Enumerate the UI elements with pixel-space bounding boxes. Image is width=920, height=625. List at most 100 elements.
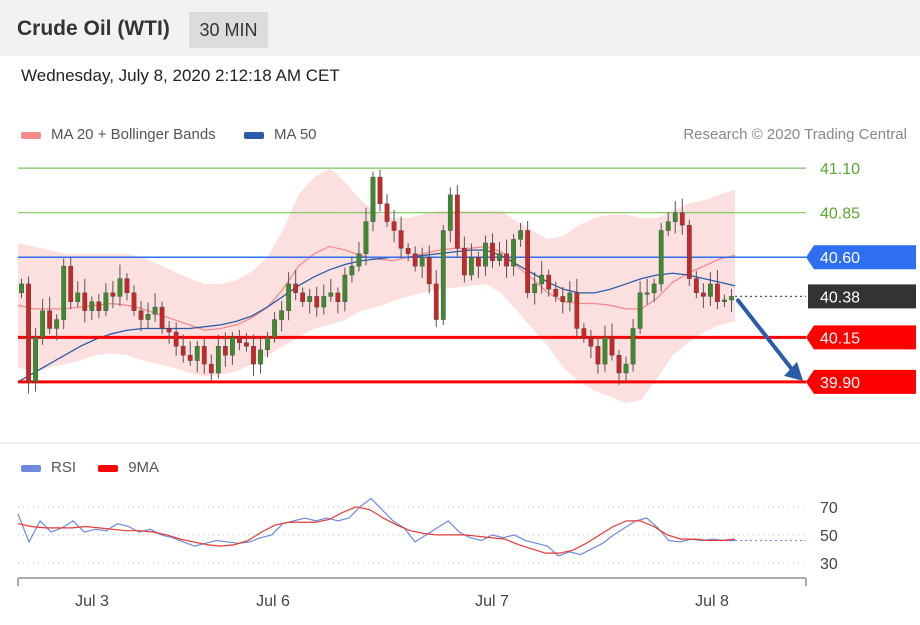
candle-body (201, 346, 207, 365)
candle-body (103, 292, 109, 311)
candle-body (40, 310, 45, 338)
candle-body (644, 292, 650, 295)
candle-body (328, 292, 334, 297)
candle-body (180, 346, 186, 356)
candle-body (26, 283, 31, 383)
price-tag-label-40.60: 40.60 (820, 250, 860, 267)
candle-body (511, 239, 516, 267)
candle-body (342, 274, 348, 302)
candle-body (623, 363, 629, 374)
candle-body (722, 299, 727, 302)
forecast-arrow-head (784, 361, 803, 381)
candle-body (693, 278, 699, 294)
legend-swatch-ma50 (244, 131, 264, 139)
rsi-line (17, 497, 735, 557)
candle-body (54, 319, 60, 329)
candle-body (187, 354, 193, 361)
candle-body (419, 257, 425, 267)
candle-body (244, 342, 249, 347)
candle-body (553, 289, 559, 297)
candle-body (630, 328, 636, 365)
candle-body (729, 296, 734, 301)
panel-separator (0, 442, 920, 444)
candle-body (616, 354, 622, 374)
timeframe-badge[interactable]: 30 MIN (189, 12, 268, 48)
timestamp: Wednesday, July 8, 2020 2:12:18 AM CET (21, 66, 340, 85)
candle-body (398, 230, 404, 249)
legend-swatch-bollinger (21, 131, 41, 139)
legend-label-bollinger: MA 20 + Bollinger Bands (51, 126, 216, 143)
candle-body (272, 319, 277, 338)
candle-body (384, 203, 390, 222)
candle-body (237, 337, 242, 343)
rsi-tick-label-50: 50 (820, 528, 838, 545)
candle-body (476, 257, 481, 267)
price-tag-label-40.38: 40.38 (820, 289, 860, 306)
price-tag-label-39.90: 39.90 (820, 375, 860, 392)
price-tag-40.38 (808, 284, 916, 309)
candle-body (405, 248, 411, 254)
candle-body (152, 306, 158, 315)
ma50-line (17, 249, 736, 383)
candle-body (349, 265, 355, 276)
candle-body (574, 292, 580, 329)
candle-body (461, 248, 467, 276)
candle-body (426, 257, 432, 285)
candle-body (588, 337, 594, 347)
candle-body (75, 292, 81, 302)
candle-body (194, 346, 200, 361)
candle-body (110, 292, 116, 297)
candle-body (665, 221, 671, 231)
candle-body (539, 274, 545, 285)
candle-body (532, 283, 538, 294)
candle-body (356, 253, 362, 267)
candle-body (82, 292, 88, 311)
legend-ma20-bollinger: MA 20 + Bollinger Bands (21, 126, 216, 143)
candle-body (215, 346, 221, 374)
candle-body (490, 242, 495, 261)
legend-swatch-rsi (21, 464, 41, 472)
legend-label-ma50: MA 50 (274, 126, 317, 143)
candle-body (335, 292, 341, 302)
legend-swatch-9ma (98, 464, 119, 472)
candle-body (686, 224, 692, 279)
candle-body (208, 363, 214, 374)
candle-body (525, 230, 531, 294)
candle-body (595, 346, 601, 365)
candle-body (124, 278, 130, 294)
x-tick-label: Jul 6 (256, 593, 290, 610)
candle-body (251, 346, 256, 365)
x-tick-label: Jul 7 (475, 593, 509, 610)
forecast-arrow-line (736, 298, 796, 374)
candle-body (567, 292, 573, 302)
candle-body (265, 337, 270, 351)
x-tick-label: Jul 8 (695, 593, 729, 610)
candle-body (159, 306, 165, 329)
candle-body (469, 257, 474, 276)
candle-body (222, 346, 228, 356)
candle-body (166, 328, 172, 333)
level-label-41.10: 41.10 (820, 161, 860, 178)
candle-body (117, 278, 123, 297)
candle-body (518, 230, 523, 240)
candle-body (138, 310, 144, 320)
rsi-legend: RSI 9MA (21, 459, 159, 476)
legend-ma50: MA 50 (244, 126, 317, 143)
candle-body (33, 337, 38, 383)
price-tag-40.15 (806, 325, 916, 350)
candle-body (412, 253, 418, 267)
candle-body (672, 212, 678, 222)
candle-body (447, 194, 453, 231)
candle-body (609, 337, 615, 356)
candle-body (19, 283, 24, 294)
candle-body (497, 253, 502, 261)
x-tick-label: Jul 3 (75, 593, 109, 610)
candle-body (440, 230, 446, 320)
candle-body (483, 242, 488, 267)
candle-body (651, 283, 657, 294)
candle-body (279, 310, 284, 320)
header-bar: Crude Oil (WTI) 30 MIN (0, 0, 920, 56)
candle-body (258, 349, 263, 365)
candle-body (391, 221, 397, 231)
